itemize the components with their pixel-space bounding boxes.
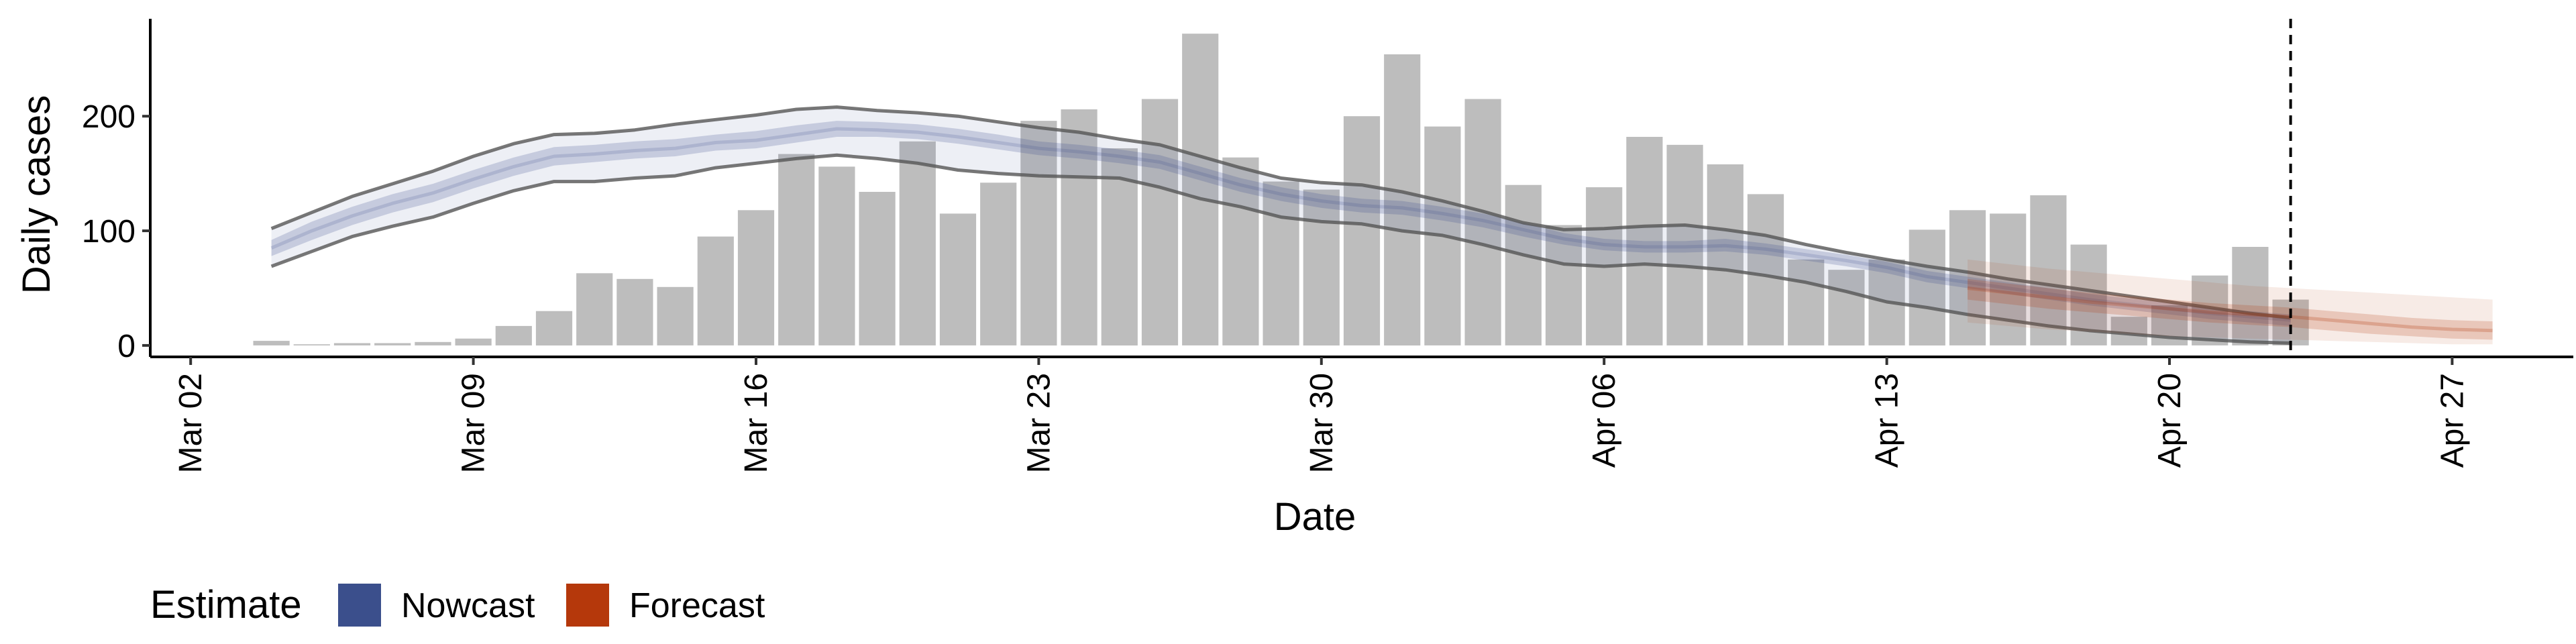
x-axis-title: Date <box>1274 495 1356 539</box>
case-bar <box>899 141 936 345</box>
case-bar <box>1707 164 1743 345</box>
x-tick-label: Mar 23 <box>1021 373 1057 473</box>
legend-label-nowcast: Nowcast <box>401 586 535 625</box>
case-bar <box>1263 181 1299 345</box>
case-bar <box>1949 210 1986 345</box>
x-tick-label: Mar 02 <box>173 373 209 473</box>
y-tick-label: 100 <box>82 214 136 250</box>
case-bar <box>1545 225 1582 345</box>
case-bar <box>1626 137 1663 345</box>
case-bar <box>374 343 411 345</box>
axes: 0 100 200 Mar 02 Mar 09 Mar 16 Mar 23 Mar 30 Ap… <box>82 19 2573 473</box>
y-tick-label: 200 <box>82 99 136 135</box>
x-tick-label: Apr 06 <box>1587 373 1622 468</box>
case-bar <box>1788 259 1825 345</box>
legend-title: Estimate <box>150 583 302 627</box>
case-bar <box>1303 189 1340 345</box>
case-bar <box>535 311 573 345</box>
case-bar <box>2030 195 2067 345</box>
case-bar <box>1666 144 1703 345</box>
case-bar <box>697 236 734 345</box>
case-bar <box>1464 99 1501 345</box>
nowcast-band-90 <box>271 107 2291 343</box>
x-ticks: Mar 02 Mar 09 Mar 16 Mar 23 Mar 30 Apr 06 Apr … <box>173 357 2470 473</box>
y-tick-label: 0 <box>117 329 136 364</box>
case-bar <box>657 286 694 345</box>
case-bar <box>455 338 492 345</box>
case-bar <box>495 325 532 345</box>
forecast-median-line <box>1967 286 2493 333</box>
estimate-bands <box>270 105 2493 345</box>
case-bar <box>616 278 653 345</box>
case-bar <box>980 182 1017 345</box>
case-bar <box>2110 317 2147 345</box>
case-bar <box>859 192 896 345</box>
legend-swatch-nowcast <box>338 584 381 627</box>
x-tick-label: Apr 20 <box>2152 373 2188 468</box>
case-bar <box>1909 229 1945 345</box>
nowcast-lower-90-line <box>270 153 2291 345</box>
case-bar <box>1222 157 1259 345</box>
case-bar <box>939 213 977 345</box>
x-tick-label: Mar 30 <box>1304 373 1340 473</box>
case-bar <box>415 341 451 345</box>
case-bar <box>1020 121 1057 345</box>
nowcast-median-line <box>270 127 2291 322</box>
legend: Estimate Nowcast Forecast <box>150 583 765 627</box>
forecast-band-50 <box>1968 278 2493 340</box>
case-bar <box>293 344 330 345</box>
case-bar <box>1828 270 1865 345</box>
case-bar <box>778 154 815 345</box>
x-tick-label: Apr 27 <box>2434 373 2470 468</box>
x-tick-label: Mar 09 <box>456 373 492 473</box>
case-bar <box>1141 99 1179 345</box>
legend-label-forecast: Forecast <box>629 586 765 625</box>
case-bar <box>1061 109 1097 345</box>
case-bar <box>1343 116 1381 345</box>
y-ticks: 0 100 200 <box>82 99 150 364</box>
case-bar <box>333 343 371 345</box>
case-bar <box>1505 184 1542 345</box>
case-bar <box>1182 34 1219 345</box>
case-bar <box>2272 299 2309 345</box>
case-bar <box>1384 54 1421 345</box>
x-tick-label: Mar 16 <box>739 373 774 473</box>
y-axis-title: Daily cases <box>15 95 58 294</box>
case-bar <box>253 341 290 345</box>
case-bar <box>1747 194 1784 345</box>
nowcast-upper-90-line <box>270 105 2291 320</box>
legend-swatch-forecast <box>566 584 609 627</box>
case-bar <box>576 273 613 345</box>
x-tick-label: Apr 13 <box>1870 373 1905 468</box>
case-bar <box>737 210 775 345</box>
forecast-band-90 <box>1968 259 2493 345</box>
case-bar <box>2232 247 2269 345</box>
case-bar <box>818 166 855 345</box>
